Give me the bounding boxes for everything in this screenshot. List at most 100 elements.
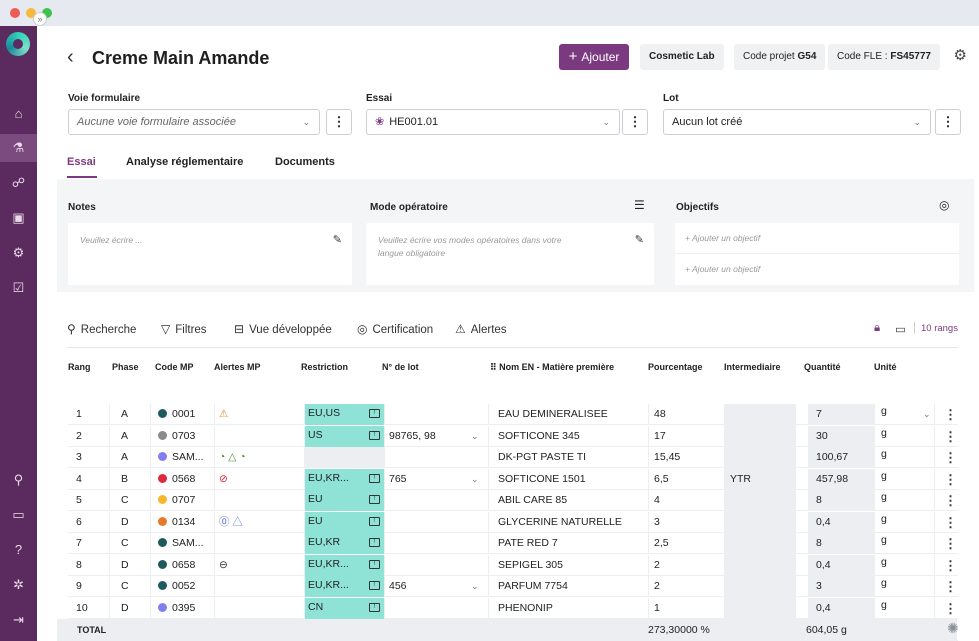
quantite-cell[interactable]: 30 <box>808 425 874 447</box>
alert-icons[interactable]: ◔ △ ◔ <box>219 451 246 463</box>
quantite-cell[interactable]: 8 <box>808 490 874 511</box>
pourcentage-cell[interactable]: 4 <box>654 494 660 506</box>
row-menu-button[interactable]: ⋮ <box>944 600 957 616</box>
certification-button[interactable]: ◎ Certification <box>357 322 433 336</box>
alert-icons[interactable]: ⓪ △ <box>219 515 243 528</box>
row-menu-button[interactable]: ⋮ <box>944 579 957 594</box>
pencil-icon[interactable]: ✎ <box>634 234 644 246</box>
unite-cell[interactable]: g <box>881 512 887 525</box>
restriction-cell[interactable]: EU! <box>304 511 384 533</box>
essai-select[interactable]: ❀ HE001.01 ⌄ <box>366 109 620 135</box>
lot-cell[interactable]: 456 <box>389 580 407 592</box>
col-intermediaire[interactable]: Intermediaire <box>724 362 781 372</box>
nom-cell[interactable]: SOFTICONE 345 <box>498 429 580 442</box>
maximize-window-button[interactable] <box>42 8 52 18</box>
nom-cell[interactable]: PARFUM 7754 <box>498 580 568 592</box>
lot-menu-button[interactable]: ⋮ <box>935 109 961 135</box>
voie-select[interactable]: Aucune voie formulaire associée ⌄ <box>68 109 320 135</box>
restriction-cell[interactable]: US! <box>304 425 384 447</box>
cog-icon[interactable]: ⚙ <box>12 245 25 260</box>
chart-icon[interactable]: ☑ <box>12 280 25 295</box>
col-alertes[interactable]: Alertes MP <box>214 362 261 372</box>
back-arrow-icon[interactable]: ‹ <box>67 46 74 68</box>
comment-icon[interactable]: ! <box>369 409 380 418</box>
vue-button[interactable]: ⊟ Vue développée <box>234 322 332 336</box>
table-row[interactable]: 6 D 0134 ⓪ △ EU! GLYCERINE NATURELLE 3 0,4 g ⋮ <box>68 511 958 533</box>
quantite-cell[interactable]: 7 <box>808 404 874 425</box>
restriction-cell[interactable] <box>304 447 384 468</box>
lot-cell[interactable]: 765 <box>389 472 407 485</box>
assistant-icon[interactable]: ✺ <box>947 620 959 636</box>
share-icon[interactable]: ☍ <box>11 175 26 190</box>
tab-essai[interactable]: Essai <box>67 156 96 168</box>
unite-cell[interactable]: g <box>881 491 887 503</box>
target-icon[interactable]: ◎ <box>939 198 950 212</box>
settings-icon[interactable]: ✲ <box>13 577 24 592</box>
chevron-down-icon[interactable]: ⌄ <box>923 409 931 419</box>
gear-icon[interactable]: ⚙ <box>953 47 967 64</box>
quantite-cell[interactable]: 0,4 <box>808 597 874 619</box>
chevron-down-icon[interactable]: ⌄ <box>471 473 479 484</box>
nom-cell[interactable]: SEPIGEL 305 <box>498 558 563 571</box>
table-row[interactable]: 7 C SAM... EU,KR! PATE RED 7 2,5 8 g ⋮ <box>68 533 958 554</box>
restriction-cell[interactable]: CN! <box>304 597 384 619</box>
pencil-icon[interactable]: ✎ <box>332 234 342 246</box>
pourcentage-cell[interactable]: 6,5 <box>654 472 669 485</box>
home-icon[interactable]: ⌂ <box>14 106 23 121</box>
comment-icon[interactable]: ! <box>369 581 380 590</box>
code-cell[interactable]: 0703 <box>158 426 213 447</box>
drag-handle-icon[interactable]: ⠿ <box>490 362 497 372</box>
nom-cell[interactable]: SOFTICONE 1501 <box>498 472 586 485</box>
table-row[interactable]: 3 A SAM... ◔ △ ◔ DK-PGT PASTE TI 15,45 100,67 g… <box>68 447 958 468</box>
add-objectif-1[interactable]: + Ajouter un objectif <box>675 223 959 254</box>
row-menu-button[interactable]: ⋮ <box>944 471 957 487</box>
lot-cell[interactable] <box>389 533 489 554</box>
intermediaire-cell[interactable]: YTR <box>724 404 796 619</box>
row-menu-button[interactable]: ⋮ <box>944 407 957 422</box>
row-menu-button[interactable]: ⋮ <box>944 493 957 508</box>
unite-cell[interactable]: g <box>881 469 887 482</box>
chat-icon[interactable]: ▭ <box>12 507 25 522</box>
unite-cell[interactable]: g <box>881 598 887 611</box>
alert-icons[interactable]: ⊖ <box>219 558 228 571</box>
restriction-cell[interactable]: EU,US! <box>304 404 384 425</box>
col-phase[interactable]: Phase <box>112 362 139 372</box>
lot-select[interactable]: Aucun lot créé ⌄ <box>663 109 931 135</box>
lot-cell[interactable] <box>389 598 489 619</box>
nom-cell[interactable]: PATE RED 7 <box>498 537 558 549</box>
pourcentage-cell[interactable]: 2 <box>654 558 660 571</box>
tab-documents[interactable]: Documents <box>275 156 335 168</box>
pourcentage-cell[interactable]: 2 <box>654 580 660 592</box>
nom-cell[interactable]: PHENONIP <box>498 601 553 614</box>
archive-icon[interactable]: ▣ <box>12 210 25 225</box>
pourcentage-cell[interactable]: 3 <box>654 515 660 528</box>
essai-menu-button[interactable]: ⋮ <box>622 109 648 135</box>
quantite-cell[interactable]: 0,4 <box>808 511 874 533</box>
restriction-cell[interactable]: EU,KR! <box>304 533 384 554</box>
flask-icon[interactable]: ⚗ <box>0 134 37 162</box>
row-menu-button[interactable]: ⋮ <box>944 557 957 573</box>
filtres-button[interactable]: ▽ Filtres <box>161 322 207 336</box>
quantite-cell[interactable]: 8 <box>808 533 874 554</box>
notes-box[interactable]: Veuillez écrire ... ✎ <box>68 223 352 285</box>
restriction-cell[interactable]: EU,KR...! <box>304 576 384 597</box>
row-menu-button[interactable]: ⋮ <box>944 514 957 530</box>
restriction-cell[interactable]: EU,KR...! <box>304 554 384 576</box>
unite-cell[interactable]: g <box>881 405 887 417</box>
table-row[interactable]: 5 C 0707 EU! ABIL CARE 85 4 8 g ⋮ <box>68 490 958 511</box>
pourcentage-cell[interactable]: 15,45 <box>654 451 681 463</box>
nom-cell[interactable]: EAU DEMINERALISEE <box>498 408 608 420</box>
pourcentage-cell[interactable]: 2,5 <box>654 537 669 549</box>
unite-cell[interactable]: g <box>881 426 887 439</box>
add-button[interactable]: + Ajouter <box>559 44 629 70</box>
chevron-down-icon[interactable]: ⌄ <box>471 430 479 441</box>
quantite-cell[interactable]: 0,4 <box>808 554 874 576</box>
col-code[interactable]: Code MP <box>155 362 194 372</box>
table-row[interactable]: 9 C 0052 EU,KR...! 456 ⌄ PARFUM 7754 2 3 g ⋮ <box>68 576 958 597</box>
code-cell[interactable]: SAM... <box>158 447 213 468</box>
code-cell[interactable]: SAM... <box>158 533 213 554</box>
lab-chip[interactable]: Cosmetic Lab <box>640 44 724 70</box>
voie-menu-button[interactable]: ⋮ <box>326 109 352 135</box>
quantite-cell[interactable]: 457,98 <box>808 468 874 490</box>
expand-sidebar-icon[interactable]: » <box>33 12 47 26</box>
